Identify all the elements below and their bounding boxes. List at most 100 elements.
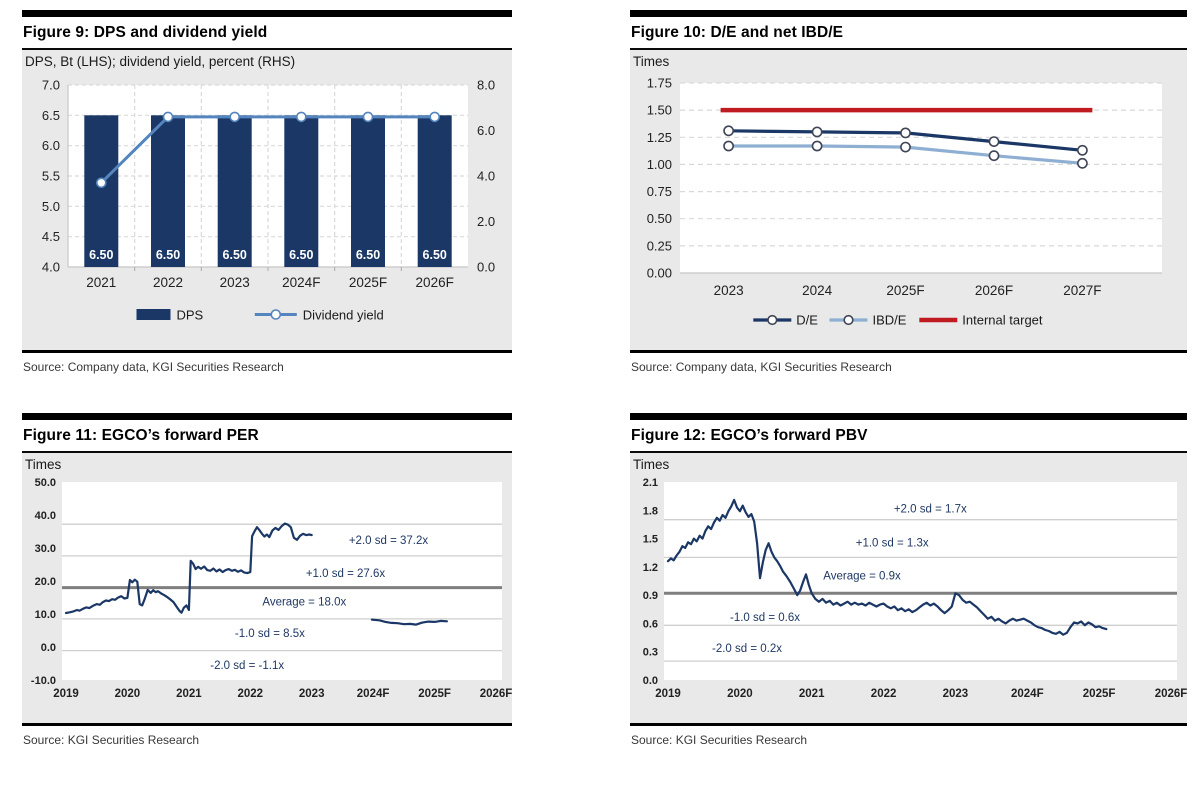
figure-title: Figure 10: D/E and net IBD/E: [631, 24, 844, 41]
svg-text:2026F: 2026F: [975, 283, 1013, 298]
svg-text:2020: 2020: [115, 688, 141, 700]
svg-text:6.50: 6.50: [356, 248, 380, 262]
svg-text:40.0: 40.0: [35, 510, 56, 522]
svg-text:2024F: 2024F: [282, 275, 320, 290]
axis-unit-label: Times: [633, 54, 670, 69]
svg-text:50.0: 50.0: [35, 477, 56, 489]
svg-text:IBD/E: IBD/E: [873, 313, 907, 328]
chart-panel: Times 1.75 1.50 1.25 1.00 0.75 0.50 0.25 0.00 20…: [630, 50, 1187, 350]
svg-text:1.50: 1.50: [647, 103, 672, 118]
svg-text:6.50: 6.50: [89, 248, 113, 262]
chart-panel: Times 50.0 40.0 30.0 20.0 10.0 0.0 -10.0 2019 20…: [22, 453, 512, 723]
svg-text:0.3: 0.3: [643, 647, 658, 659]
svg-text:2019: 2019: [655, 688, 681, 700]
svg-text:6.5: 6.5: [42, 108, 60, 123]
svg-text:1.25: 1.25: [647, 130, 672, 145]
svg-text:2023: 2023: [943, 688, 969, 700]
svg-text:2024F: 2024F: [357, 688, 390, 700]
svg-text:1.75: 1.75: [647, 76, 672, 91]
svg-text:6.50: 6.50: [289, 248, 313, 262]
svg-text:2024F: 2024F: [1011, 688, 1044, 700]
svg-text:Average = 0.9x: Average = 0.9x: [823, 570, 901, 582]
svg-text:4.0: 4.0: [477, 169, 495, 184]
svg-text:30.0: 30.0: [35, 543, 56, 555]
figure-title: Figure 12: EGCO’s forward PBV: [631, 427, 868, 444]
figure-11-forward-per: Figure 11: EGCO’s forward PER Times 50.0…: [22, 413, 512, 747]
svg-text:2021: 2021: [86, 275, 116, 290]
svg-text:2.1: 2.1: [643, 477, 658, 489]
svg-text:-2.0 sd = 0.2x: -2.0 sd = 0.2x: [712, 643, 782, 655]
svg-text:2025F: 2025F: [418, 688, 451, 700]
svg-text:4.0: 4.0: [42, 260, 60, 275]
svg-text:2023: 2023: [299, 688, 325, 700]
de-ibde-chart: 1.75 1.50 1.25 1.00 0.75 0.50 0.25 0.00 2023 2024…: [647, 76, 1162, 328]
source-note: Source: Company data, KGI Securities Res…: [23, 360, 284, 374]
axis-unit-label: DPS, Bt (LHS); dividend yield, percent (…: [25, 54, 296, 69]
svg-text:2027F: 2027F: [1063, 283, 1101, 298]
svg-text:+2.0 sd = 37.2x: +2.0 sd = 37.2x: [349, 535, 429, 547]
svg-text:0.6: 0.6: [643, 618, 658, 630]
svg-text:8.0: 8.0: [477, 78, 495, 93]
dps-dividend-yield-chart: 7.0 6.5 6.0 5.5 5.0 4.5 4.0 8.0 6.0 4.0 2.0 0.0 6.50…: [42, 78, 495, 323]
figure-12-forward-pbv: Figure 12: EGCO’s forward PBV Times 2.1 1…: [630, 413, 1187, 747]
svg-text:2020: 2020: [727, 688, 753, 700]
svg-text:2023: 2023: [714, 283, 744, 298]
svg-text:Dividend yield: Dividend yield: [303, 308, 384, 323]
svg-text:4.5: 4.5: [42, 229, 60, 244]
svg-text:1.5: 1.5: [643, 534, 658, 546]
title-divider: [630, 451, 1187, 453]
svg-text:6.0: 6.0: [477, 123, 495, 138]
svg-text:7.0: 7.0: [42, 78, 60, 93]
figure-bottom-rule: [630, 350, 1187, 353]
svg-text:-10.0: -10.0: [31, 675, 56, 687]
svg-text:1.8: 1.8: [643, 505, 658, 517]
svg-text:10.0: 10.0: [35, 609, 56, 621]
svg-text:+2.0 sd = 1.7x: +2.0 sd = 1.7x: [894, 503, 967, 515]
svg-text:5.0: 5.0: [42, 199, 60, 214]
figure-top-rule: [630, 10, 1187, 17]
svg-text:Internal target: Internal target: [962, 313, 1043, 328]
svg-text:2026F: 2026F: [1155, 688, 1187, 700]
svg-text:+1.0 sd = 1.3x: +1.0 sd = 1.3x: [856, 537, 929, 549]
svg-text:0.25: 0.25: [647, 238, 672, 253]
svg-text:0.0: 0.0: [477, 260, 495, 275]
figure-10-de-ibde: Figure 10: D/E and net IBD/E Times 1.75 1…: [630, 10, 1187, 374]
svg-text:-1.0 sd = 8.5x: -1.0 sd = 8.5x: [235, 628, 305, 640]
svg-text:0.0: 0.0: [41, 642, 56, 654]
source-note: Source: KGI Securities Research: [23, 733, 200, 747]
svg-text:0.50: 0.50: [647, 211, 672, 226]
figure-bottom-rule: [22, 723, 512, 726]
axis-unit-label: Times: [633, 457, 670, 472]
svg-text:Average = 18.0x: Average = 18.0x: [262, 597, 346, 609]
svg-text:0.0: 0.0: [643, 675, 658, 687]
figure-9-dps-dividend-yield: Figure 9: DPS and dividend yield DPS, Bt…: [22, 10, 512, 374]
svg-text:2026F: 2026F: [416, 275, 454, 290]
svg-text:-1.0 sd = 0.6x: -1.0 sd = 0.6x: [730, 612, 800, 624]
svg-text:20.0: 20.0: [35, 576, 56, 588]
svg-text:DPS: DPS: [177, 308, 204, 323]
axis-unit-label: Times: [25, 457, 62, 472]
svg-text:2022: 2022: [153, 275, 183, 290]
svg-text:2025F: 2025F: [349, 275, 387, 290]
title-divider: [22, 48, 512, 50]
source-note: Source: KGI Securities Research: [631, 733, 808, 747]
figure-bottom-rule: [630, 723, 1187, 726]
svg-text:2023: 2023: [220, 275, 250, 290]
svg-text:6.0: 6.0: [42, 138, 60, 153]
title-divider: [22, 451, 512, 453]
figure-title: Figure 11: EGCO’s forward PER: [23, 427, 259, 444]
svg-text:0.75: 0.75: [647, 184, 672, 199]
svg-text:-2.0 sd = -1.1x: -2.0 sd = -1.1x: [210, 660, 284, 672]
svg-text:2021: 2021: [176, 688, 202, 700]
figure-top-rule: [630, 413, 1187, 420]
svg-text:6.50: 6.50: [156, 248, 180, 262]
svg-text:2022: 2022: [871, 688, 897, 700]
svg-text:1.00: 1.00: [647, 157, 672, 172]
chart-panel: Times 2.1 1.8 1.5 1.2 0.9 0.6 0.3 0.0 2019 2020 20…: [630, 453, 1187, 723]
chart-panel: DPS, Bt (LHS); dividend yield, percent (…: [22, 50, 512, 350]
svg-text:+1.0 sd = 27.6x: +1.0 sd = 27.6x: [306, 568, 386, 580]
title-divider: [630, 48, 1187, 50]
source-note: Source: Company data, KGI Securities Res…: [631, 360, 892, 374]
svg-text:2025F: 2025F: [886, 283, 924, 298]
